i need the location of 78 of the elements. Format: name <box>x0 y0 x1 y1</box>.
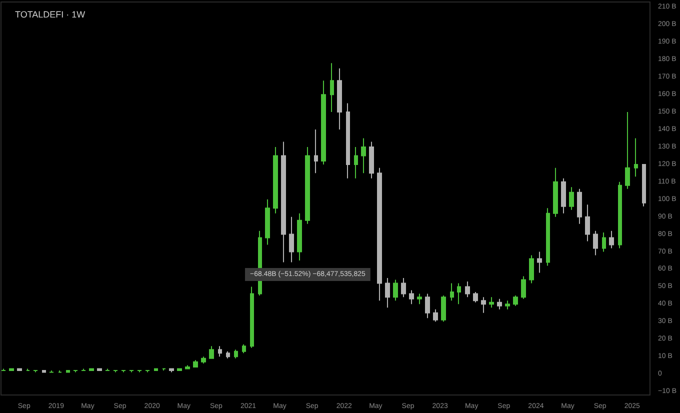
candlestick <box>369 141 374 179</box>
candlestick <box>1 368 6 372</box>
candlestick <box>321 80 326 165</box>
candlestick <box>105 368 110 372</box>
candlestick <box>417 293 422 305</box>
candlestick <box>634 138 638 178</box>
candlestick <box>609 230 614 249</box>
candlestick <box>593 230 598 256</box>
candlestick <box>9 368 14 372</box>
candlestick <box>226 350 230 359</box>
candlestick <box>441 294 446 322</box>
candlestick <box>145 370 150 373</box>
candlestick <box>265 198 270 246</box>
candlestick <box>17 368 22 372</box>
candlestick <box>585 204 590 242</box>
candlestick <box>450 282 454 302</box>
candlestick <box>385 277 390 308</box>
candlestick <box>497 298 502 310</box>
candlestick <box>154 368 158 372</box>
candlestick <box>377 167 382 302</box>
candlestick <box>577 188 582 224</box>
candlestick <box>89 368 94 372</box>
candlestick <box>473 291 478 303</box>
candlestick <box>169 368 174 373</box>
candlestick <box>505 300 510 310</box>
candlestick <box>137 370 142 373</box>
candlestick <box>346 102 350 179</box>
candlestick <box>33 370 38 373</box>
candlestick <box>361 138 366 174</box>
candlestick <box>457 282 461 305</box>
candlestick <box>242 344 246 354</box>
candlestick <box>193 360 198 368</box>
candlestick <box>209 346 214 359</box>
candlestick <box>409 290 414 305</box>
candlestick <box>330 62 334 113</box>
candlestick <box>234 349 238 359</box>
candlestick <box>489 296 494 308</box>
candlestick <box>201 356 206 364</box>
candlestick <box>618 181 622 249</box>
candlestick <box>289 216 294 263</box>
candlestick <box>561 178 566 214</box>
candlestick <box>218 346 222 358</box>
candlestick <box>546 208 550 266</box>
candlestick <box>121 370 126 373</box>
candlestick <box>642 164 646 207</box>
candlestick <box>314 129 318 174</box>
candlestick <box>49 370 54 373</box>
candlestick <box>281 141 286 263</box>
text: TOTALDEFI · 1W <box>15 10 86 20</box>
candlestick <box>297 212 302 262</box>
candlestick <box>354 146 358 179</box>
candlestick <box>113 370 118 373</box>
candlestick <box>337 68 342 130</box>
candlestick <box>273 146 278 214</box>
candlestick <box>66 370 70 373</box>
candlestick <box>537 251 542 274</box>
candlestick <box>81 368 86 372</box>
candlestick <box>425 293 430 319</box>
candlestick <box>529 254 534 284</box>
candlestick <box>521 276 526 300</box>
candlestick <box>602 232 606 252</box>
candlestick <box>177 368 182 372</box>
candlestick <box>465 280 470 298</box>
candlestick <box>433 308 438 322</box>
candlestick <box>305 146 310 224</box>
candlestick <box>553 167 558 218</box>
candlestick <box>625 112 630 190</box>
candlestick <box>42 370 46 373</box>
candlestick <box>513 294 518 306</box>
candlestick <box>393 279 398 302</box>
candlestick <box>97 368 102 372</box>
candlestick <box>185 364 190 370</box>
candlestick <box>401 277 406 298</box>
candlestick <box>481 296 486 314</box>
candlestick <box>250 286 254 348</box>
candlestick <box>569 186 574 210</box>
candlestick <box>129 370 134 373</box>
candlestick <box>73 370 78 373</box>
